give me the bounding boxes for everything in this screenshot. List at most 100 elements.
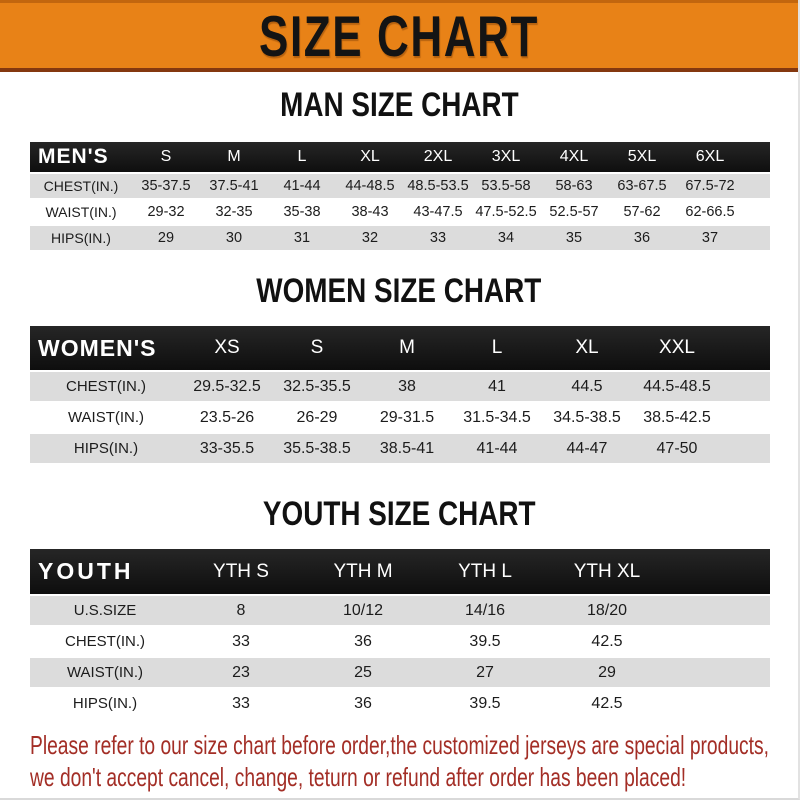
value-cell: 36 (302, 689, 424, 718)
spacer-cell (722, 326, 770, 370)
column-header-cell: 2XL (423, 148, 453, 165)
table-row: HIPS(IN.) 29 30 31 32 33 34 35 36 37 (30, 226, 770, 250)
value-cell: 29-32 (132, 200, 200, 224)
spacer-cell (722, 372, 770, 401)
value-cell: 38-43 (336, 200, 404, 224)
value-cell: 27 (424, 658, 546, 687)
value-cell: 23.5-26 (182, 403, 272, 432)
column-header-cell: 3XL (491, 148, 521, 165)
value-cell: 32 (336, 226, 404, 250)
spacer-cell (722, 434, 770, 463)
column-header-cell: L (297, 148, 307, 165)
spacer-cell (668, 549, 770, 594)
value-cell: 43-47.5 (404, 200, 472, 224)
banner-title: SIZE CHART (259, 3, 539, 68)
column-header-cell: XL (575, 337, 599, 358)
youth-size-table: YOUTH YTH S YTH M YTH L YTH XL U.S.SIZE 8 10/12… (30, 547, 770, 720)
table-header-row: MEN'S S M L XL 2XL 3XL 4XL 5XL 6XL (30, 142, 770, 172)
value-cell: 47-50 (632, 434, 722, 463)
table-row: WAIST(IN.) 23.5-26 26-29 29-31.5 31.5-34.5 34… (30, 403, 770, 432)
value-cell: 36 (608, 226, 676, 250)
value-cell: 35 (540, 226, 608, 250)
women-size-table-wrap: WOMEN'S XS S M L XL XXL CHEST(IN.) 29.5-32.5 32.5… (0, 324, 798, 465)
value-cell: 23 (180, 658, 302, 687)
value-cell: 47.5-52.5 (472, 200, 540, 224)
row-label-cell: WAIST(IN.) (30, 200, 132, 224)
column-header-cell: 4XL (559, 148, 589, 165)
column-header-cell: YTH S (213, 560, 269, 582)
column-header-cell: XL (360, 148, 380, 165)
table-row: CHEST(IN.) 35-37.5 37.5-41 41-44 44-48.5 48.5… (30, 174, 770, 198)
value-cell: 34 (472, 226, 540, 250)
value-cell: 52.5-57 (540, 200, 608, 224)
value-cell: 41-44 (452, 434, 542, 463)
section-title-women: WOMEN SIZE CHART (256, 272, 542, 310)
value-cell: 38.5-42.5 (632, 403, 722, 432)
column-header-cell: 5XL (627, 148, 657, 165)
value-cell: 44-47 (542, 434, 632, 463)
value-cell: 42.5 (546, 689, 668, 718)
value-cell: 33-35.5 (182, 434, 272, 463)
column-header-cell: L (491, 337, 503, 358)
value-cell: 44.5 (542, 372, 632, 401)
spacer-cell (668, 658, 770, 687)
value-cell: 42.5 (546, 627, 668, 656)
value-cell: 67.5-72 (676, 174, 744, 198)
value-cell: 37 (676, 226, 744, 250)
women-size-table: WOMEN'S XS S M L XL XXL CHEST(IN.) 29.5-32.5 32.5… (30, 324, 770, 465)
value-cell: 35-38 (268, 200, 336, 224)
footer-line-2: we don't accept cancel, change, teturn o… (30, 762, 687, 792)
column-header-cell: XS (214, 337, 240, 358)
value-cell: 30 (200, 226, 268, 250)
row-label-cell: U.S.SIZE (30, 596, 180, 625)
value-cell: 29.5-32.5 (182, 372, 272, 401)
row-label-cell: CHEST(IN.) (30, 627, 180, 656)
table-row: HIPS(IN.) 33-35.5 35.5-38.5 38.5-41 41-44 44-… (30, 434, 770, 463)
table-row: U.S.SIZE 8 10/12 14/16 18/20 (30, 596, 770, 625)
men-size-table-wrap: MEN'S S M L XL 2XL 3XL 4XL 5XL 6XL CHEST(IN.) 35-37… (0, 140, 798, 252)
spacer-cell (668, 596, 770, 625)
row-label-cell: CHEST(IN.) (30, 372, 182, 401)
value-cell: 38 (362, 372, 452, 401)
section-women: WOMEN SIZE CHART WOMEN'S XS S M L XL XXL CHEST(… (0, 273, 798, 465)
table-corner-label: WOMEN'S (38, 334, 157, 361)
value-cell: 36 (302, 627, 424, 656)
row-label-cell: HIPS(IN.) (30, 689, 180, 718)
table-corner-label: YOUTH (38, 558, 134, 584)
row-label-cell: CHEST(IN.) (30, 174, 132, 198)
table-row: CHEST(IN.) 29.5-32.5 32.5-35.5 38 41 44.5 44.5… (30, 372, 770, 401)
spacer-cell (744, 200, 770, 224)
value-cell: 33 (404, 226, 472, 250)
value-cell: 41 (452, 372, 542, 401)
table-row: WAIST(IN.) 29-32 32-35 35-38 38-43 43-47.5 47.… (30, 200, 770, 224)
value-cell: 58-63 (540, 174, 608, 198)
value-cell: 26-29 (272, 403, 362, 432)
column-header-cell: 6XL (695, 148, 725, 165)
column-header-cell: M (227, 148, 241, 165)
section-men: MAN SIZE CHART MEN'S S M L XL 2XL 3XL 4XL 5XL 6XL… (0, 87, 798, 252)
section-title-men: MAN SIZE CHART (279, 86, 519, 124)
spacer-cell (668, 689, 770, 718)
value-cell: 33 (180, 689, 302, 718)
section-youth: YOUTH SIZE CHART YOUTH YTH S YTH M YTH L YTH… (0, 496, 798, 720)
value-cell: 35-37.5 (132, 174, 200, 198)
value-cell: 53.5-58 (472, 174, 540, 198)
table-row: CHEST(IN.) 33 36 39.5 42.5 (30, 627, 770, 656)
column-header-cell: YTH M (333, 560, 393, 582)
value-cell: 14/16 (424, 596, 546, 625)
table-row: WAIST(IN.) 23 25 27 29 (30, 658, 770, 687)
value-cell: 39.5 (424, 689, 546, 718)
value-cell: 29 (546, 658, 668, 687)
section-title-youth: YOUTH SIZE CHART (262, 495, 536, 533)
value-cell: 44-48.5 (336, 174, 404, 198)
value-cell: 39.5 (424, 627, 546, 656)
column-header-cell: S (160, 148, 172, 165)
footer-line-1: Please refer to our size chart before or… (30, 730, 769, 760)
spacer-cell (722, 403, 770, 432)
table-header-row: YOUTH YTH S YTH M YTH L YTH XL (30, 549, 770, 594)
spacer-cell (744, 226, 770, 250)
column-header-cell: XXL (659, 337, 695, 358)
column-header-cell: S (310, 337, 324, 358)
value-cell: 32.5-35.5 (272, 372, 362, 401)
men-size-table: MEN'S S M L XL 2XL 3XL 4XL 5XL 6XL CHEST(IN.) 35-37… (30, 140, 770, 252)
